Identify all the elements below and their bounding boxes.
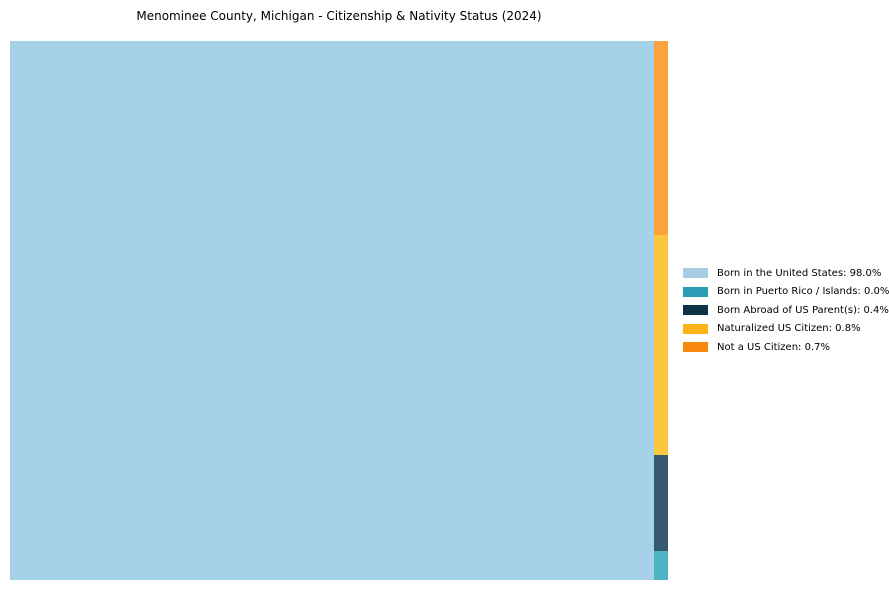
legend-item-born-in-puerto-rico-islands: Born in Puerto Rico / Islands: 0.0% bbox=[683, 283, 889, 302]
treemap-plot bbox=[10, 41, 668, 580]
legend-swatch-born-in-puerto-rico-islands bbox=[683, 286, 708, 297]
legend-item-born-abroad-of-us-parents: Born Abroad of US Parent(s): 0.4% bbox=[683, 301, 889, 320]
legend-label-born-abroad-of-us-parents: Born Abroad of US Parent(s): 0.4% bbox=[717, 304, 889, 316]
legend-item-not-a-us-citizen: Not a US Citizen: 0.7% bbox=[683, 338, 889, 357]
treemap-rect-naturalized-us-citizen bbox=[653, 234, 668, 455]
treemap-rect-not-a-us-citizen bbox=[653, 41, 668, 235]
legend-label-born-in-the-united-states: Born in the United States: 98.0% bbox=[717, 267, 882, 279]
legend-label-born-in-puerto-rico-islands: Born in Puerto Rico / Islands: 0.0% bbox=[717, 286, 889, 298]
treemap-rect-born-abroad-of-us-parents bbox=[653, 455, 668, 551]
treemap-rect-born-in-the-united-states bbox=[10, 41, 654, 580]
treemap-rect-born-in-puerto-rico-islands bbox=[653, 550, 668, 580]
legend-item-naturalized-us-citizen: Naturalized US Citizen: 0.8% bbox=[683, 320, 889, 339]
chart-title: Menominee County, Michigan - Citizenship… bbox=[136, 9, 542, 23]
legend-swatch-born-in-the-united-states bbox=[683, 268, 708, 279]
legend-swatch-not-a-us-citizen bbox=[683, 342, 708, 353]
legend-label-naturalized-us-citizen: Naturalized US Citizen: 0.8% bbox=[717, 323, 861, 335]
legend: Born in the United States: 98.0% Born in … bbox=[683, 264, 889, 357]
legend-swatch-naturalized-us-citizen bbox=[683, 323, 708, 334]
legend-label-not-a-us-citizen: Not a US Citizen: 0.7% bbox=[717, 341, 831, 353]
treemap-strip bbox=[653, 41, 668, 580]
legend-item-born-in-the-united-states: Born in the United States: 98.0% bbox=[683, 264, 889, 283]
legend-swatch-born-abroad-of-us-parents bbox=[683, 305, 708, 316]
